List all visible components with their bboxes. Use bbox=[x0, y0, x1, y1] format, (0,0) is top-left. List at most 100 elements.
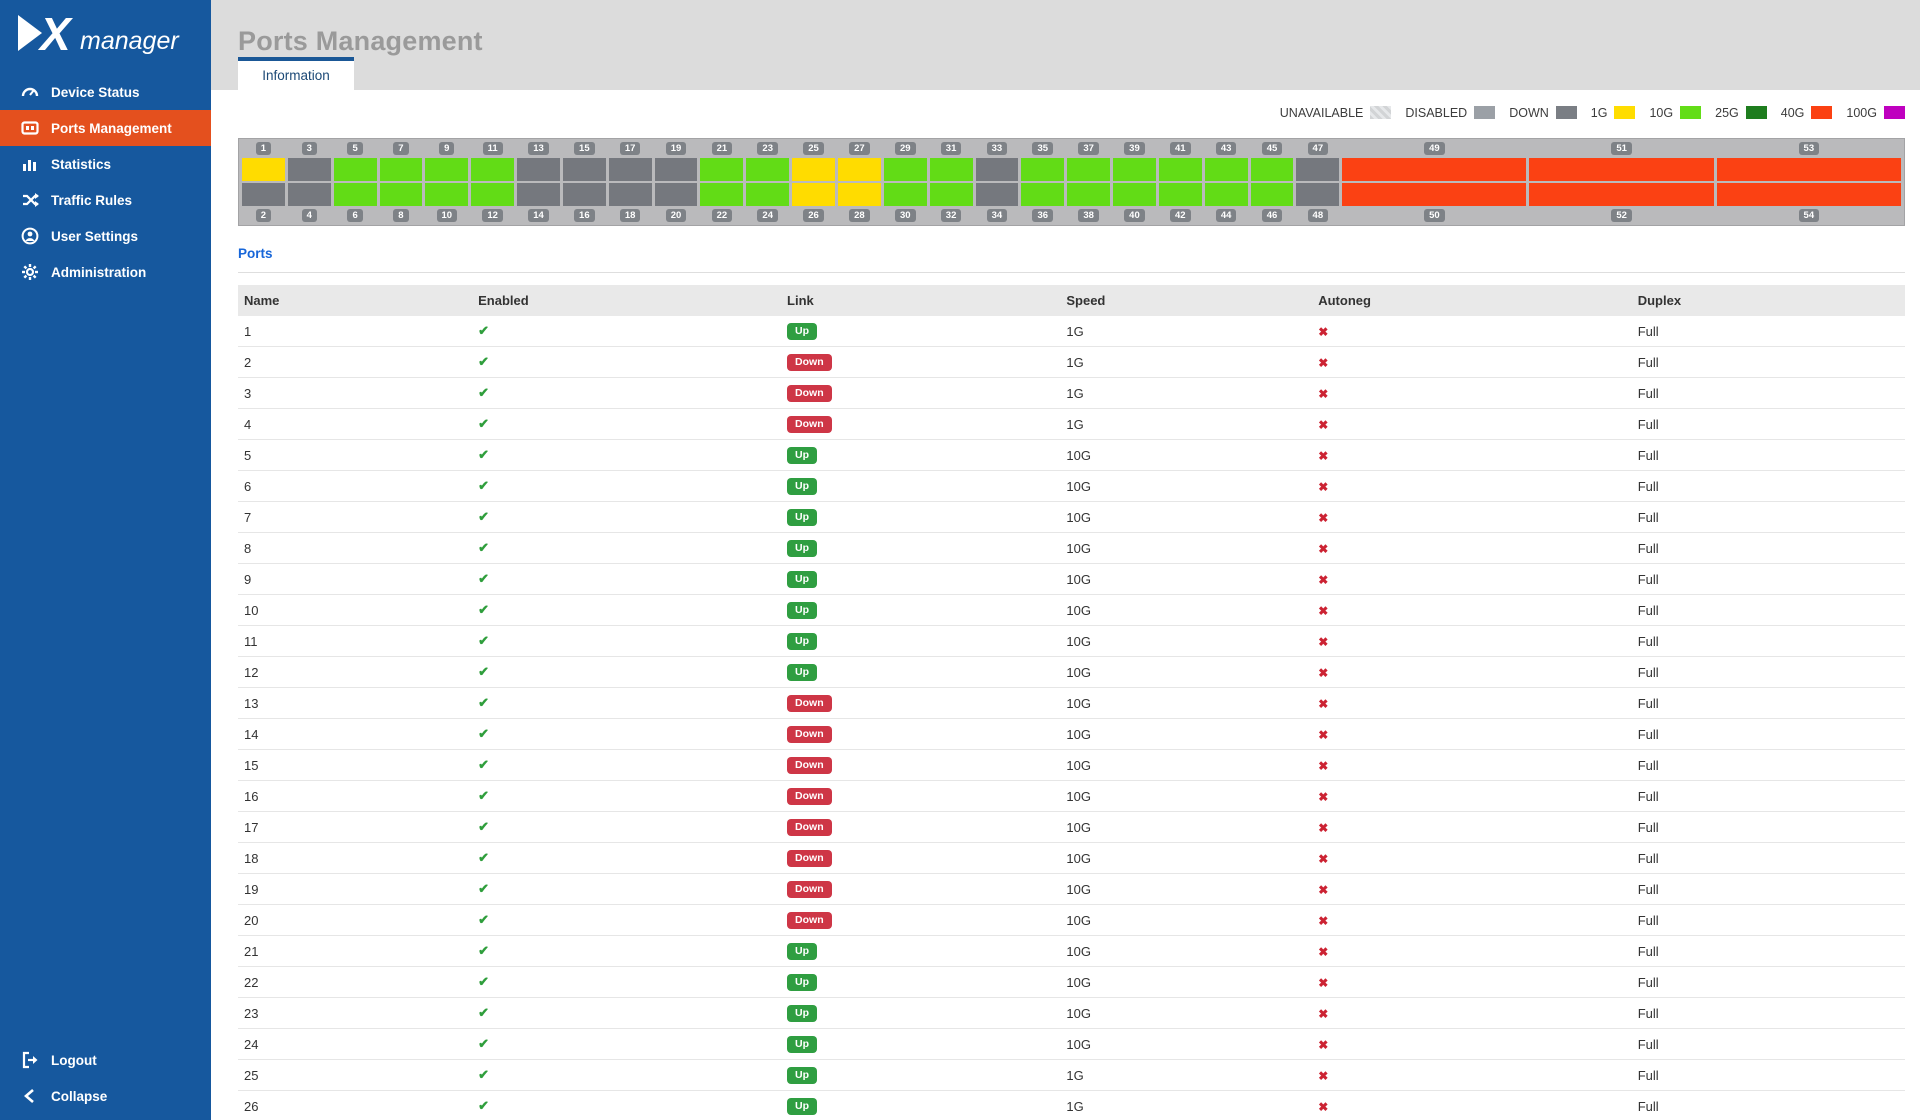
port-2[interactable] bbox=[242, 183, 285, 207]
port-54[interactable] bbox=[1716, 183, 1901, 207]
port-19[interactable] bbox=[654, 157, 698, 181]
sidebar-item-traffic-rules[interactable]: Traffic Rules bbox=[0, 182, 211, 218]
port-29[interactable] bbox=[883, 157, 927, 181]
port-20[interactable] bbox=[654, 183, 698, 207]
enabled-cell: ✔ bbox=[472, 377, 782, 409]
column-header-link: Link bbox=[781, 285, 1061, 316]
port-28[interactable] bbox=[837, 183, 881, 207]
sidebar-item-logout[interactable]: Logout bbox=[0, 1042, 211, 1078]
port-13[interactable] bbox=[517, 157, 560, 181]
link-status-badge: Up bbox=[787, 478, 818, 495]
port-42[interactable] bbox=[1158, 183, 1202, 207]
check-icon: ✔ bbox=[478, 447, 490, 462]
cross-icon: ✖ bbox=[1318, 603, 1329, 618]
port-39[interactable] bbox=[1113, 157, 1156, 181]
port-number-53: 53 bbox=[1798, 141, 1820, 155]
sidebar-item-statistics[interactable]: Statistics bbox=[0, 146, 211, 182]
port-11[interactable] bbox=[471, 157, 515, 181]
autoneg-cell: ✖ bbox=[1312, 718, 1632, 750]
port-number-row: 19 bbox=[655, 141, 698, 156]
port-8[interactable] bbox=[379, 183, 423, 207]
enabled-cell: ✔ bbox=[472, 966, 782, 998]
port-26[interactable] bbox=[792, 183, 835, 207]
sidebar-item-device-status[interactable]: Device Status bbox=[0, 74, 211, 110]
speed-cell: 10G bbox=[1060, 594, 1313, 626]
port-22[interactable] bbox=[700, 183, 744, 207]
port-number-row: 13 bbox=[517, 141, 560, 156]
port-50[interactable] bbox=[1342, 183, 1527, 207]
port-1[interactable] bbox=[242, 157, 285, 181]
check-icon: ✔ bbox=[478, 540, 490, 555]
ports-table: Name Enabled Link Speed Autoneg Duplex 1 ✔ Up 1G… bbox=[238, 285, 1905, 1120]
port-44[interactable] bbox=[1204, 183, 1248, 207]
port-3[interactable] bbox=[287, 157, 331, 181]
port-46[interactable] bbox=[1250, 183, 1294, 207]
port-43[interactable] bbox=[1204, 157, 1248, 181]
port-9[interactable] bbox=[425, 157, 469, 181]
port-38[interactable] bbox=[1067, 183, 1111, 207]
tab-information[interactable]: Information bbox=[238, 57, 354, 90]
port-40[interactable] bbox=[1113, 183, 1156, 207]
logo-text: manager bbox=[80, 27, 180, 55]
port-12[interactable] bbox=[471, 183, 515, 207]
port-23[interactable] bbox=[746, 157, 790, 181]
port-48[interactable] bbox=[1296, 183, 1340, 207]
port-31[interactable] bbox=[929, 157, 973, 181]
speed-cell: 10G bbox=[1060, 873, 1313, 905]
port-column-17-18: 17 18 bbox=[608, 141, 652, 223]
port-number-43: 43 bbox=[1215, 141, 1237, 155]
port-53[interactable] bbox=[1716, 157, 1901, 181]
check-icon: ✔ bbox=[478, 416, 490, 431]
port-24[interactable] bbox=[746, 183, 790, 207]
sidebar-item-administration[interactable]: Administration bbox=[0, 254, 211, 290]
port-25[interactable] bbox=[792, 157, 835, 181]
port-17[interactable] bbox=[608, 157, 652, 181]
port-5[interactable] bbox=[333, 157, 377, 181]
port-6[interactable] bbox=[333, 183, 377, 207]
port-10[interactable] bbox=[425, 183, 469, 207]
duplex-cell: Full bbox=[1631, 997, 1905, 1029]
port-column-41-42: 41 42 bbox=[1158, 141, 1202, 223]
port-7[interactable] bbox=[379, 157, 423, 181]
port-18[interactable] bbox=[608, 183, 652, 207]
port-name-cell: 2 bbox=[238, 346, 473, 378]
port-4[interactable] bbox=[287, 183, 331, 207]
port-47[interactable] bbox=[1296, 157, 1340, 181]
sidebar-item-collapse[interactable]: Collapse bbox=[0, 1078, 211, 1114]
port-14[interactable] bbox=[517, 183, 560, 207]
port-51[interactable] bbox=[1529, 157, 1714, 181]
enabled-cell: ✔ bbox=[472, 718, 782, 750]
port-30[interactable] bbox=[883, 183, 927, 207]
port-49[interactable] bbox=[1342, 157, 1527, 181]
link-status-badge: Up bbox=[787, 943, 818, 960]
sidebar-item-ports-management[interactable]: Ports Management bbox=[0, 110, 211, 146]
enabled-cell: ✔ bbox=[472, 316, 782, 347]
autoneg-cell: ✖ bbox=[1312, 811, 1632, 843]
link-status-badge: Up bbox=[787, 1098, 818, 1115]
speed-cell: 1G bbox=[1060, 1059, 1313, 1091]
port-16[interactable] bbox=[562, 183, 606, 207]
port-21[interactable] bbox=[700, 157, 744, 181]
port-33[interactable] bbox=[975, 157, 1019, 181]
duplex-cell: Full bbox=[1631, 1090, 1905, 1120]
port-52[interactable] bbox=[1529, 183, 1714, 207]
port-27[interactable] bbox=[837, 157, 881, 181]
table-row: 19 ✔ Down 10G ✖ Full bbox=[238, 873, 1905, 905]
port-36[interactable] bbox=[1021, 183, 1065, 207]
port-15[interactable] bbox=[562, 157, 606, 181]
table-row: 16 ✔ Down 10G ✖ Full bbox=[238, 780, 1905, 812]
sidebar-item-user-settings[interactable]: User Settings bbox=[0, 218, 211, 254]
port-41[interactable] bbox=[1158, 157, 1202, 181]
speed-cell: 1G bbox=[1060, 346, 1313, 378]
port-45[interactable] bbox=[1250, 157, 1294, 181]
check-icon: ✔ bbox=[478, 726, 490, 741]
port-name-cell: 22 bbox=[238, 966, 473, 998]
port-37[interactable] bbox=[1067, 157, 1111, 181]
port-32[interactable] bbox=[929, 183, 973, 207]
ports-section-link[interactable]: Ports bbox=[238, 246, 273, 261]
port-35[interactable] bbox=[1021, 157, 1065, 181]
duplex-cell: Full bbox=[1631, 873, 1905, 905]
logo-mark-icon: X manager bbox=[18, 12, 180, 58]
autoneg-cell: ✖ bbox=[1312, 687, 1632, 719]
port-34[interactable] bbox=[975, 183, 1019, 207]
